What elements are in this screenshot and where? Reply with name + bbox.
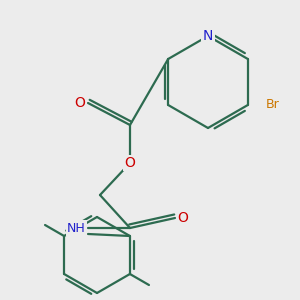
Text: Br: Br [266,98,280,112]
Text: NH: NH [67,221,86,235]
Text: N: N [203,29,213,43]
Text: O: O [75,96,86,110]
Text: O: O [178,211,188,225]
Text: O: O [124,156,135,170]
